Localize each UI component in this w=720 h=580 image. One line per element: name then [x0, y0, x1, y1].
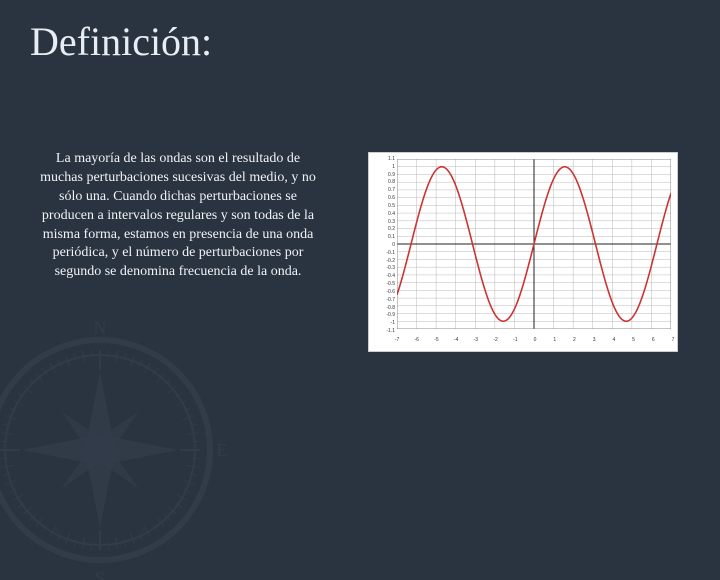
x-tick-label: 0 [534, 337, 537, 343]
y-tick-label: -0.3 [371, 265, 395, 271]
x-tick-label: 2 [573, 337, 576, 343]
y-tick-label: 0.1 [371, 234, 395, 240]
y-tick-label: -0.8 [371, 305, 395, 311]
x-tick-label: 1 [553, 337, 556, 343]
y-tick-label: 0.3 [371, 219, 395, 225]
slide-title: Definición: [30, 18, 212, 65]
svg-text:S: S [95, 568, 105, 580]
x-tick-label: -7 [395, 337, 399, 343]
y-tick-label: 0.5 [371, 203, 395, 209]
y-tick-label: -0.2 [371, 258, 395, 264]
y-tick-label: 0.6 [371, 195, 395, 201]
x-tick-label: 7 [672, 337, 675, 343]
sine-chart: -1.1 -1 -0.9-0.8 -0.7 -0.6 -0.5 -0.4 -0.3-0.2 -0… [368, 152, 678, 352]
y-tick-label: -0.4 [371, 273, 395, 279]
y-tick-label: 0.7 [371, 187, 395, 193]
x-tick-label: 3 [593, 337, 596, 343]
y-tick-label: 1 [371, 164, 395, 170]
x-tick-label: -1 [513, 337, 517, 343]
y-tick-label: -0.6 [371, 289, 395, 295]
svg-text:E: E [217, 440, 228, 460]
y-tick-label: -0.5 [371, 281, 395, 287]
y-tick-label: 1.1 [371, 156, 395, 162]
compass-decoration: NESW [0, 320, 230, 580]
y-tick-label: -1 [371, 320, 395, 326]
y-tick-label: 0.2 [371, 226, 395, 232]
body-paragraph: La mayoría de las ondas son el resultado… [38, 150, 318, 282]
x-tick-label: -4 [454, 337, 458, 343]
y-tick-label: 0.9 [371, 172, 395, 178]
chart-plot-area [397, 159, 671, 329]
x-tick-label: -3 [474, 337, 478, 343]
x-tick-label: -6 [414, 337, 418, 343]
y-tick-label: 0.8 [371, 179, 395, 185]
x-tick-label: -5 [434, 337, 438, 343]
svg-text:N: N [94, 320, 107, 338]
x-tick-label: -2 [493, 337, 497, 343]
y-tick-label: -0.9 [371, 312, 395, 318]
y-tick-label: -1.1 [371, 328, 395, 334]
y-tick-label: -0.7 [371, 297, 395, 303]
y-tick-label: 0 [371, 242, 395, 248]
x-tick-label: 6 [652, 337, 655, 343]
y-tick-label: 0.4 [371, 211, 395, 217]
x-tick-label: 4 [612, 337, 615, 343]
x-tick-label: 5 [632, 337, 635, 343]
y-tick-label: -0.1 [371, 250, 395, 256]
